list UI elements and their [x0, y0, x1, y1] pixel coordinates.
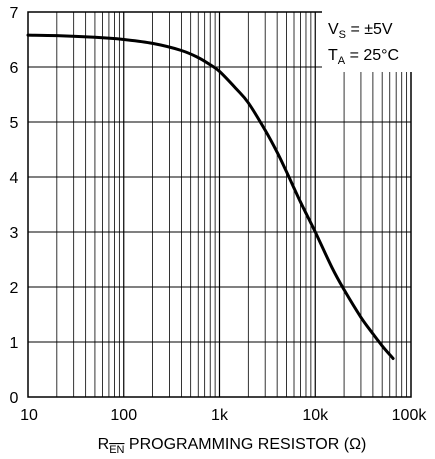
y-tick-label: 4	[10, 170, 19, 187]
x-tick-label: 100	[110, 407, 137, 424]
series-line	[26, 33, 395, 360]
y-tick-label: 2	[10, 280, 19, 297]
x-tick-label: 10k	[302, 407, 329, 424]
grid-lines	[28, 12, 411, 397]
annotation-ta: TA = 25°C	[328, 47, 399, 67]
y-tick-label: 5	[10, 115, 19, 132]
y-tick-label: 1	[10, 335, 19, 352]
y-tick-labels: 0 1 2 3 4 5 6 7	[10, 5, 19, 407]
x-tick-label: 10	[20, 407, 38, 424]
x-tick-label: 100k	[392, 407, 428, 424]
plot-frame	[27, 11, 412, 398]
x-tick-labels: 10 100 1k 10k 100k	[20, 407, 427, 424]
x-tick-label: 1k	[211, 407, 229, 424]
y-tick-label: 6	[10, 60, 19, 77]
annotation-vs: VS = ±5V	[328, 21, 393, 41]
annotation-box	[322, 10, 416, 72]
x-axis-title: REN PROGRAMMING RESISTOR (Ω)	[98, 436, 367, 456]
y-tick-label: 3	[10, 225, 19, 242]
y-tick-label: 7	[10, 5, 19, 22]
y-tick-label: 0	[10, 390, 19, 407]
